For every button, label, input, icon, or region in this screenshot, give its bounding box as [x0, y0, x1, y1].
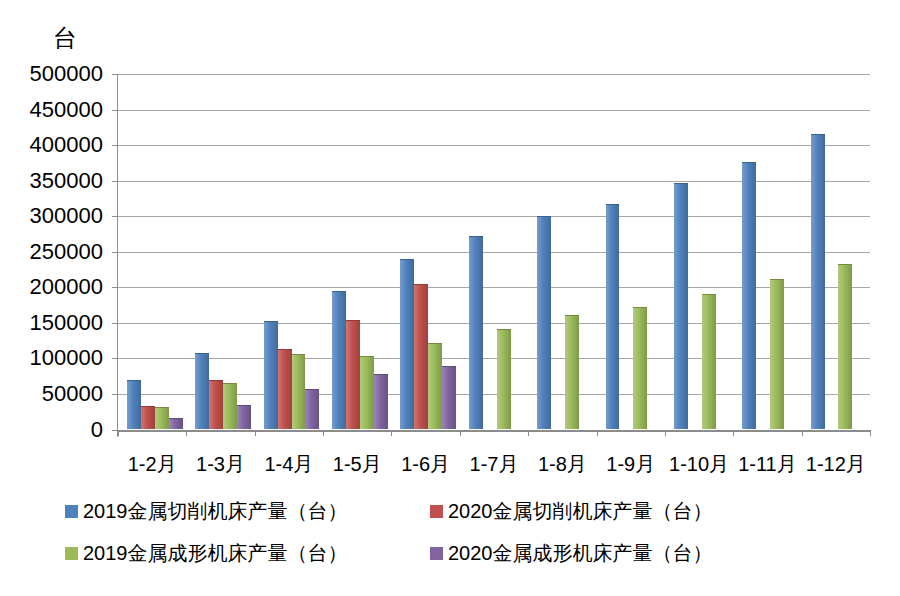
- bar-series-3-cat-7: [565, 315, 579, 429]
- y-tick-label: 400000: [0, 133, 103, 157]
- x-axis-tick: [802, 430, 803, 436]
- legend-color-swatch-icon: [65, 547, 78, 560]
- bar-series-3-cat-10: [770, 279, 784, 429]
- y-gridline: [118, 216, 870, 217]
- y-tick-label: 350000: [0, 169, 103, 193]
- x-axis: [117, 430, 870, 432]
- bar-series-1-cat-2: [195, 353, 209, 429]
- bar-series-4-cat-4: [374, 374, 388, 429]
- bar-series-3-cat-3: [292, 354, 306, 429]
- bar-series-1-cat-11: [811, 134, 825, 429]
- x-axis-tick: [323, 430, 324, 436]
- legend-item: 2019金属成形机床产量（台）: [65, 541, 348, 565]
- legend-label: 2019金属成形机床产量（台）: [83, 540, 348, 567]
- bar-series-1-cat-9: [674, 183, 688, 430]
- y-tick-label: 100000: [0, 346, 103, 370]
- y-gridline: [118, 323, 870, 324]
- y-axis-unit-label: 台: [53, 22, 77, 54]
- y-tick-label: 300000: [0, 204, 103, 228]
- y-tick-label: 0: [0, 418, 103, 442]
- bar-series-2-cat-5: [414, 284, 428, 429]
- bar-series-1-cat-8: [606, 204, 620, 429]
- x-axis-tick: [733, 430, 734, 436]
- bar-series-1-cat-1: [127, 380, 141, 429]
- bar-series-2-cat-4: [346, 320, 360, 429]
- bar-series-2-cat-2: [209, 380, 223, 430]
- x-axis-tick: [870, 430, 871, 436]
- x-axis-tick: [118, 430, 119, 436]
- bar-series-2-cat-1: [141, 406, 155, 429]
- legend-color-swatch-icon: [430, 547, 443, 560]
- x-axis-tick: [391, 430, 392, 436]
- legend-color-swatch-icon: [65, 505, 78, 518]
- y-tick-label: 250000: [0, 240, 103, 264]
- y-gridline: [118, 145, 870, 146]
- bar-series-3-cat-5: [428, 343, 442, 430]
- bar-series-1-cat-4: [332, 291, 346, 430]
- x-axis-tick: [597, 430, 598, 436]
- x-axis-tick: [528, 430, 529, 436]
- y-gridline: [118, 252, 870, 253]
- y-gridline: [118, 181, 870, 182]
- legend-label: 2019金属切削机床产量（台）: [83, 498, 348, 525]
- bar-series-1-cat-10: [742, 162, 756, 429]
- bar-series-2-cat-3: [278, 349, 292, 429]
- y-gridline: [118, 358, 870, 359]
- y-axis: [117, 74, 118, 437]
- bar-series-3-cat-11: [838, 264, 852, 430]
- bar-series-1-cat-3: [264, 321, 278, 429]
- bar-series-4-cat-1: [169, 418, 183, 429]
- bar-series-1-cat-7: [537, 216, 551, 429]
- y-gridline: [118, 74, 870, 75]
- y-gridline: [118, 287, 870, 288]
- bar-series-1-cat-5: [400, 259, 414, 430]
- x-axis-tick: [255, 430, 256, 436]
- bar-series-3-cat-4: [360, 356, 374, 430]
- y-tick-label: 500000: [0, 62, 103, 86]
- y-tick-label: 50000: [0, 382, 103, 406]
- legend-color-swatch-icon: [430, 505, 443, 518]
- y-tick-label: 150000: [0, 311, 103, 335]
- bar-series-4-cat-2: [237, 405, 251, 430]
- y-gridline: [118, 110, 870, 111]
- x-tick-label: 1-12月: [796, 452, 876, 476]
- bar-series-4-cat-3: [305, 389, 319, 430]
- bar-series-1-cat-6: [469, 236, 483, 429]
- x-axis-tick: [186, 430, 187, 436]
- bar-series-3-cat-1: [155, 407, 169, 429]
- bar-series-3-cat-6: [497, 329, 511, 430]
- x-axis-tick: [460, 430, 461, 436]
- y-tick-label: 450000: [0, 98, 103, 122]
- y-tick-label: 200000: [0, 275, 103, 299]
- x-axis-tick: [665, 430, 666, 436]
- bar-series-4-cat-5: [442, 366, 456, 430]
- legend-item: 2020金属成形机床产量（台）: [430, 541, 713, 565]
- legend-label: 2020金属切削机床产量（台）: [448, 498, 713, 525]
- bar-chart: 台 50000045000040000035000030000025000020…: [0, 0, 900, 596]
- bar-series-3-cat-2: [223, 383, 237, 429]
- bar-series-3-cat-9: [702, 294, 716, 429]
- legend-item: 2020金属切削机床产量（台）: [430, 499, 713, 523]
- legend-item: 2019金属切削机床产量（台）: [65, 499, 348, 523]
- legend-label: 2020金属成形机床产量（台）: [448, 540, 713, 567]
- bar-series-3-cat-8: [633, 307, 647, 429]
